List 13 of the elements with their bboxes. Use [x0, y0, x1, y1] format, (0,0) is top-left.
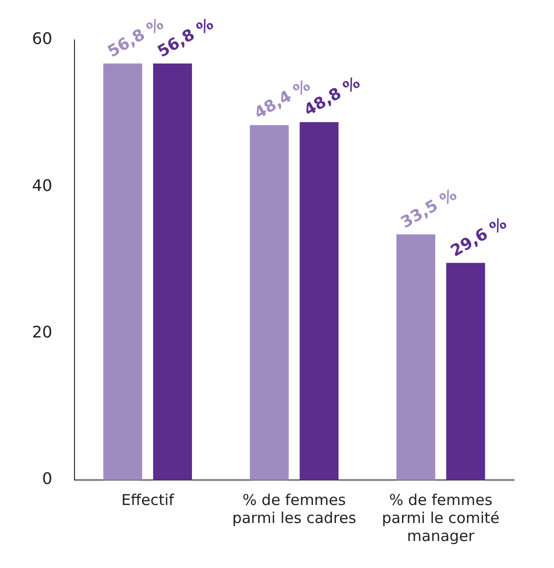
y-tick-label: 40: [32, 176, 52, 195]
y-tick-label: 0: [42, 469, 52, 488]
bar: [153, 63, 192, 480]
bar: [250, 125, 289, 480]
bar: [300, 122, 339, 480]
y-tick-label: 60: [32, 29, 52, 48]
bar: [103, 63, 142, 480]
bar: [396, 234, 436, 480]
x-tick-label: % de femmes parmi les cadres: [232, 490, 356, 527]
bar: [446, 262, 486, 480]
x-tick-label: Effectif: [121, 490, 175, 509]
y-tick-label: 20: [32, 322, 52, 342]
x-tick-label: % de femmes parmi le comité manager: [382, 490, 500, 545]
